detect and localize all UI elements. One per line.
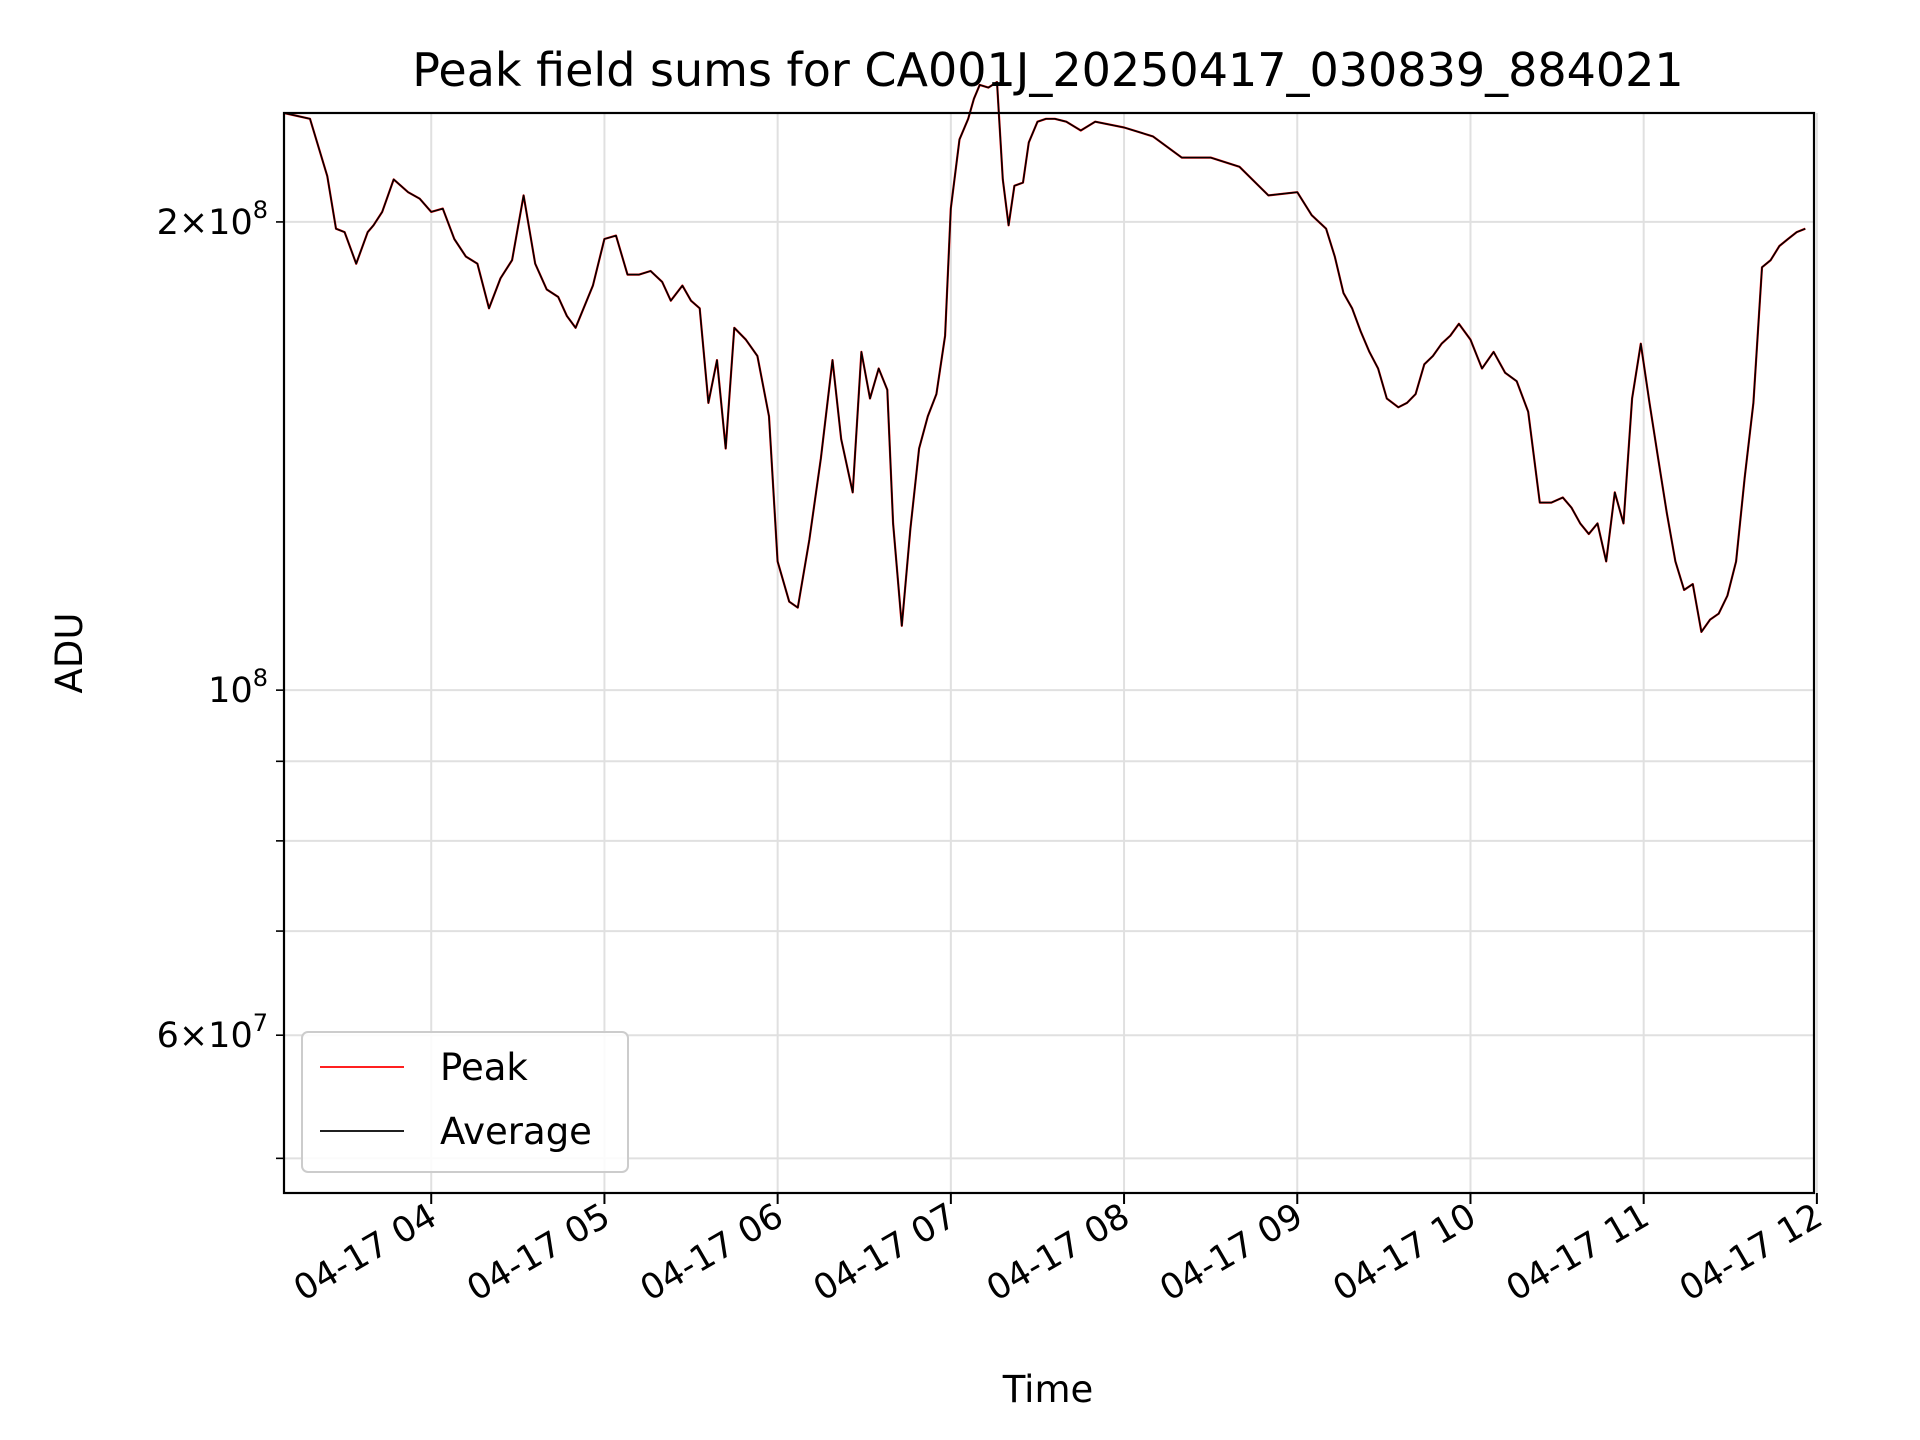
grid xyxy=(284,113,1818,1193)
y-tick-base: 10 xyxy=(208,671,253,711)
series-lines xyxy=(283,80,1806,634)
chart-title: Peak field sums for CA001J_20250417_0308… xyxy=(412,43,1683,97)
y-tick-mantissa: 6×10 xyxy=(157,1016,253,1056)
average-series-line xyxy=(283,81,1806,633)
legend-average-label: Average xyxy=(440,1110,592,1153)
y-tick-exponent: 8 xyxy=(253,196,268,224)
y-tick-label: 6×107 xyxy=(157,1009,268,1056)
legend: Peak Average xyxy=(301,1031,629,1173)
y-tick-exponent: 8 xyxy=(253,664,268,692)
y-axis-label: ADU xyxy=(48,613,91,694)
legend-peak-label: Peak xyxy=(440,1046,528,1089)
y-tick-label: 2×108 xyxy=(157,196,268,243)
y-tick-mantissa: 2×10 xyxy=(157,203,253,243)
y-tick-exponent: 7 xyxy=(253,1009,268,1037)
plot-frame xyxy=(282,111,1816,1195)
y-tick-label: 108 xyxy=(208,664,268,711)
x-axis-label: Time xyxy=(1002,1368,1094,1411)
